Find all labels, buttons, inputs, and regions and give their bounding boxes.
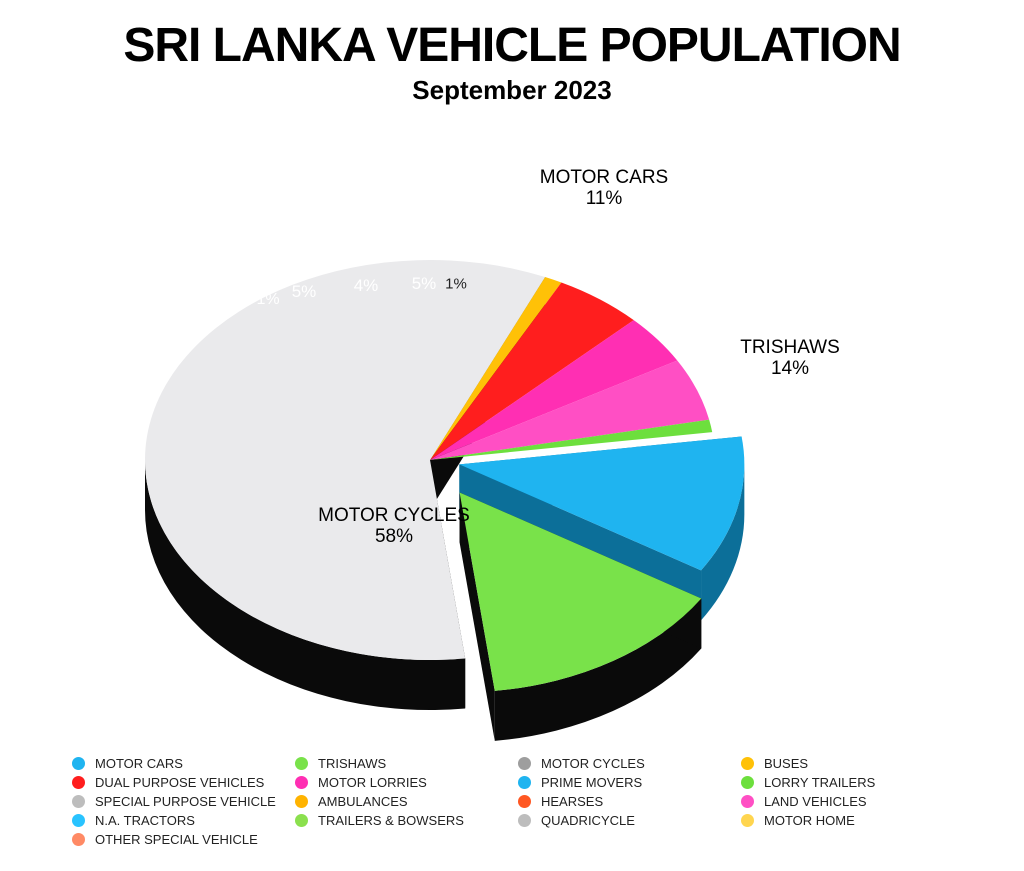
- inline-percent: 5%: [412, 274, 437, 294]
- callout-label: MOTOR CARS: [540, 168, 668, 189]
- legend-item: OTHER SPECIAL VEHICLE: [72, 832, 283, 847]
- legend-label: PRIME MOVERS: [541, 775, 642, 790]
- legend-swatch: [741, 757, 754, 770]
- legend-swatch: [72, 833, 85, 846]
- legend-swatch: [295, 814, 308, 827]
- legend-label: TRISHAWS: [318, 756, 386, 771]
- legend-swatch: [518, 814, 531, 827]
- legend-item: MOTOR LORRIES: [295, 775, 506, 790]
- legend-label: HEARSES: [541, 794, 603, 809]
- legend-label: MOTOR CARS: [95, 756, 183, 771]
- legend-item: PRIME MOVERS: [518, 775, 729, 790]
- legend-item: TRAILERS & BOWSERS: [295, 813, 506, 828]
- callout-motor-cycles: MOTOR CYCLES58%: [318, 506, 470, 548]
- legend-swatch: [295, 795, 308, 808]
- legend-item: LORRY TRAILERS: [741, 775, 952, 790]
- legend-label: N.A. TRACTORS: [95, 813, 195, 828]
- legend-swatch: [741, 814, 754, 827]
- legend-item: MOTOR CARS: [72, 756, 283, 771]
- legend-label: LAND VEHICLES: [764, 794, 867, 809]
- legend-swatch: [518, 776, 531, 789]
- legend-label: MOTOR LORRIES: [318, 775, 427, 790]
- page: SRI LANKA VEHICLE POPULATION September 2…: [0, 0, 1024, 871]
- callout-motor-cars: MOTOR CARS11%: [540, 168, 668, 210]
- pie-chart: [0, 60, 1024, 800]
- legend-swatch: [295, 776, 308, 789]
- legend-item: MOTOR HOME: [741, 813, 952, 828]
- legend-swatch: [518, 757, 531, 770]
- legend-swatch: [295, 757, 308, 770]
- legend-item: MOTOR CYCLES: [518, 756, 729, 771]
- legend-label: MOTOR HOME: [764, 813, 855, 828]
- legend-swatch: [72, 776, 85, 789]
- legend-swatch: [518, 795, 531, 808]
- legend: MOTOR CARS TRISHAWS MOTOR CYCLES BUSES DUAL …: [72, 756, 952, 847]
- legend-item: QUADRICYCLE: [518, 813, 729, 828]
- legend-item: DUAL PURPOSE VEHICLES: [72, 775, 283, 790]
- legend-swatch: [741, 795, 754, 808]
- legend-label: LORRY TRAILERS: [764, 775, 875, 790]
- legend-item: AMBULANCES: [295, 794, 506, 809]
- callout-label: MOTOR CYCLES: [318, 506, 470, 527]
- inline-percent: 1%: [445, 276, 467, 293]
- callout-percent: 11%: [540, 189, 668, 210]
- legend-item: N.A. TRACTORS: [72, 813, 283, 828]
- legend-label: OTHER SPECIAL VEHICLE: [95, 832, 258, 847]
- inline-percent: 4%: [354, 276, 379, 296]
- legend-swatch: [72, 795, 85, 808]
- legend-swatch: [741, 776, 754, 789]
- legend-item: TRISHAWS: [295, 756, 506, 771]
- legend-label: TRAILERS & BOWSERS: [318, 813, 464, 828]
- inline-percent: 5%: [292, 282, 317, 302]
- callout-label: TRISHAWS: [740, 338, 840, 359]
- legend-item: SPECIAL PURPOSE VEHICLE: [72, 794, 283, 809]
- legend-label: SPECIAL PURPOSE VEHICLE: [95, 794, 276, 809]
- legend-label: BUSES: [764, 756, 808, 771]
- legend-label: QUADRICYCLE: [541, 813, 635, 828]
- inline-percent: 1%: [256, 291, 279, 309]
- callout-trishaws: TRISHAWS14%: [740, 338, 840, 380]
- callout-percent: 58%: [318, 527, 470, 548]
- legend-item: BUSES: [741, 756, 952, 771]
- legend-swatch: [72, 757, 85, 770]
- legend-item: LAND VEHICLES: [741, 794, 952, 809]
- legend-swatch: [72, 814, 85, 827]
- callout-percent: 14%: [740, 359, 840, 380]
- legend-label: DUAL PURPOSE VEHICLES: [95, 775, 264, 790]
- legend-item: HEARSES: [518, 794, 729, 809]
- legend-label: MOTOR CYCLES: [541, 756, 645, 771]
- legend-label: AMBULANCES: [318, 794, 408, 809]
